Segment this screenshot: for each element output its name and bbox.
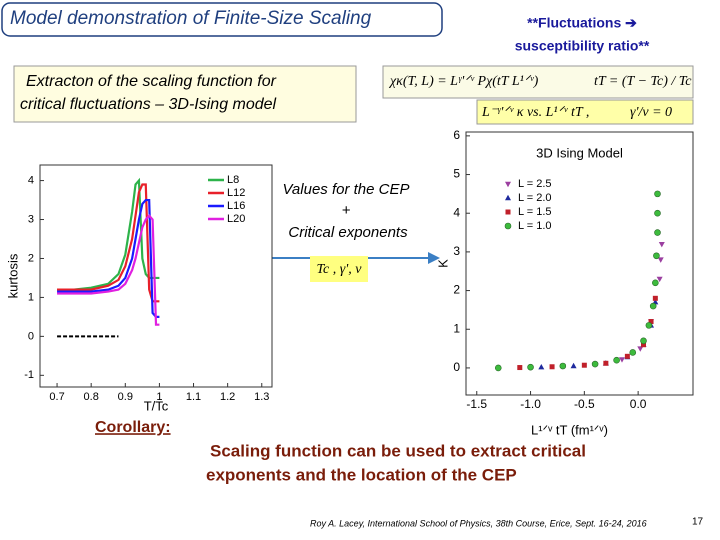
y-axis-label: kurtosis [5, 253, 20, 298]
x-tick-label: -0.5 [574, 397, 595, 411]
x-tick-label: -1.5 [466, 397, 487, 411]
title-box [1, 2, 443, 37]
x-axis-label: T/Tc [144, 398, 169, 413]
x-tick-label: -1.0 [520, 397, 541, 411]
formula-box [476, 99, 694, 125]
point [656, 276, 663, 283]
y-tick-label: 4 [28, 174, 34, 186]
point [603, 360, 609, 366]
corollary-label: Corollary: [95, 419, 171, 436]
x-tick-label: 1.3 [254, 391, 269, 403]
point [570, 362, 577, 369]
point [613, 356, 620, 364]
x-tick-label: 1.2 [220, 391, 235, 403]
series-line [57, 213, 160, 326]
note: susceptibility ratio** [515, 38, 650, 54]
point [654, 190, 661, 198]
formula: χκ(T, L) = Lᵞ'ᐟᵛ Pχ(tT L¹ᐟᵛ) [388, 74, 539, 89]
legend-label: L16 [227, 200, 245, 212]
intro-box [13, 65, 357, 123]
y-tick-label: 6 [453, 128, 460, 142]
point [629, 349, 637, 356]
legend-label: L8 [227, 174, 239, 186]
formula-box [310, 256, 368, 282]
y-tick-label: 2 [453, 283, 460, 297]
legend-swatch [505, 194, 511, 201]
formula: Tc , γ', ν [317, 262, 363, 277]
y-tick-label: 3 [453, 244, 460, 258]
point [581, 362, 587, 368]
x-tick-label: 0.8 [84, 391, 99, 403]
cep-text: + [342, 202, 351, 219]
x-tick-label: 0.9 [118, 391, 133, 403]
y-axis-label: K [435, 259, 450, 268]
legend-label: L = 1.5 [518, 206, 552, 218]
point [549, 364, 555, 370]
point [624, 353, 630, 359]
plot-frame [39, 164, 273, 388]
legend-swatch [504, 222, 512, 230]
point [645, 322, 653, 329]
corollary-text: Scaling function can be used to extract … [210, 441, 586, 460]
title: Model demonstration of Finite-Size Scali… [10, 8, 372, 29]
intro-text: Extracton of the scaling function for [26, 73, 277, 90]
point [494, 364, 502, 372]
x-tick-label: 1 [156, 391, 162, 403]
point [658, 241, 665, 248]
x-tick-label: 1.1 [186, 391, 201, 403]
plot-frame [465, 131, 694, 396]
legend-label: L12 [227, 187, 245, 199]
legend-label: L = 2.5 [518, 178, 552, 190]
legend-swatch [505, 181, 511, 188]
formula: L⁻ᵞ'ᐟᵛ κ vs. L¹ᐟᵛ tT , [481, 105, 589, 120]
point [652, 279, 659, 287]
series-line [57, 198, 160, 318]
point [640, 337, 647, 345]
y-tick-label: 1 [453, 321, 460, 335]
y-tick-label: 0 [453, 360, 460, 374]
intro-text: critical fluctuations – 3D-Ising model [20, 96, 277, 113]
legend-swatch [505, 209, 511, 215]
legend-label: L = 1.0 [518, 220, 552, 232]
arrow-head [428, 252, 440, 264]
formula: γ'/ν = 0 [630, 105, 672, 120]
formula: tT = (T − Tc) / Tc [594, 74, 692, 89]
x-tick-label: 0.0 [630, 397, 647, 411]
cep-text: Critical exponents [288, 224, 408, 241]
y-tick-label: -1 [24, 369, 34, 381]
point [649, 302, 657, 310]
y-tick-label: 1 [28, 291, 34, 303]
chart-title: 3D Ising Model [536, 145, 623, 160]
point [657, 257, 664, 263]
point [654, 209, 661, 217]
legend-label: L20 [227, 213, 245, 225]
y-tick-label: 4 [453, 205, 460, 219]
formula-box [382, 65, 694, 99]
point [559, 362, 567, 370]
cep-text: Values for the CEP [282, 181, 409, 198]
y-tick-label: 3 [28, 213, 34, 225]
citation: Roy A. Lacey, International School of Ph… [310, 518, 647, 528]
y-tick-label: 2 [28, 252, 34, 264]
point [517, 365, 523, 371]
point [527, 363, 534, 371]
corollary-text: exponents and the location of the CEP [206, 465, 517, 484]
point [618, 357, 625, 363]
point [654, 229, 661, 236]
point [653, 252, 660, 260]
point [591, 360, 599, 368]
y-tick-label: 5 [453, 167, 460, 181]
legend-label: L = 2.0 [518, 192, 552, 204]
point [538, 363, 545, 370]
x-tick-label: 0.7 [49, 391, 64, 403]
y-tick-label: 0 [28, 330, 34, 342]
page-number: 17 [692, 517, 704, 528]
point [652, 295, 658, 301]
note: **Fluctuations ➔ [527, 15, 637, 31]
x-axis-label: L¹ᐟᵛ tT (fm¹ᐟᵛ) [531, 422, 608, 437]
point [637, 346, 644, 352]
